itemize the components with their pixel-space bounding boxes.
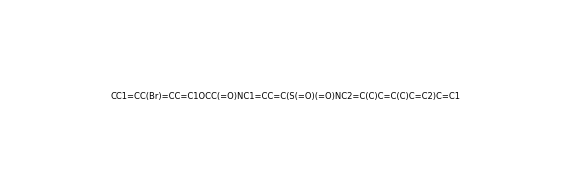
Text: CC1=CC(Br)=CC=C1OCC(=O)NC1=CC=C(S(=O)(=O)NC2=C(C)C=C(C)C=C2)C=C1: CC1=CC(Br)=CC=C1OCC(=O)NC1=CC=C(S(=O)(=O… xyxy=(111,92,461,100)
